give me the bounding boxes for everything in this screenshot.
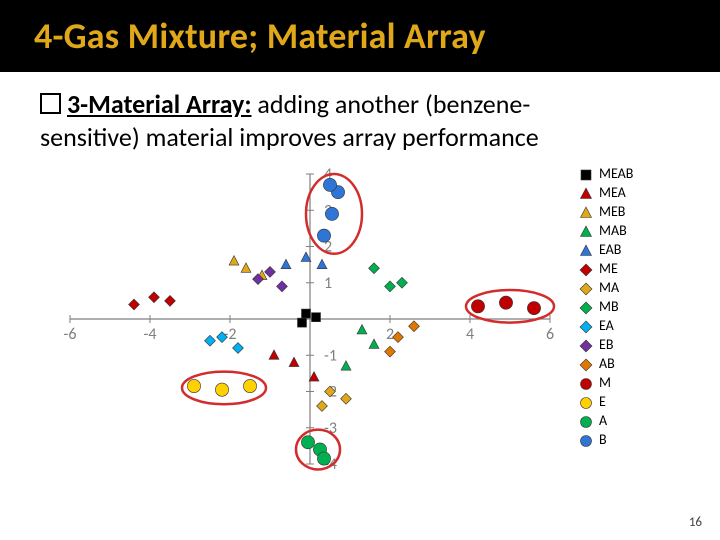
legend-item: MEA [579, 184, 665, 203]
svg-text:-2: -2 [223, 325, 236, 344]
legend-item: E [579, 393, 665, 412]
legend: MEABMEAMEBMABEABMEMAMBEAEBABMEAB [579, 165, 665, 450]
legend-item: AB [579, 355, 665, 374]
svg-text:-6: -6 [63, 325, 76, 344]
legend-label: MB [599, 298, 619, 317]
legend-label: A [599, 412, 607, 431]
legend-item: M [579, 374, 665, 393]
legend-label: M [599, 374, 611, 393]
legend-label: MEAB [599, 165, 633, 184]
svg-text:1: 1 [324, 274, 332, 293]
svg-text:-4: -4 [143, 325, 156, 344]
legend-item: EA [579, 317, 665, 336]
legend-item: MB [579, 298, 665, 317]
legend-label: B [599, 431, 607, 450]
legend-label: MEA [599, 184, 626, 203]
legend-label: MEB [599, 203, 625, 222]
chart-canvas: -6-4-2246-4-3-2-11234 [55, 159, 575, 499]
body-rest-a: adding another (benzene- [252, 88, 531, 120]
legend-item: B [579, 431, 665, 450]
legend-item: ME [579, 260, 665, 279]
scatter-chart: -6-4-2246-4-3-2-11234 MEABMEAMEBMABEABME… [55, 159, 665, 499]
legend-item: EAB [579, 241, 665, 260]
svg-text:4: 4 [466, 325, 474, 344]
lead-text: 3-Material Array: [67, 88, 252, 120]
body-text: 3-Material Array: adding another (benzen… [0, 72, 720, 153]
svg-text:-3: -3 [324, 419, 337, 438]
title-bar: 4-Gas Mixture; Material Array [0, 0, 720, 72]
legend-label: EB [599, 336, 613, 355]
bullet-icon [40, 93, 61, 114]
page-number: 16 [689, 515, 702, 530]
legend-label: EA [599, 317, 614, 336]
legend-label: MA [599, 279, 619, 298]
legend-label: EAB [599, 241, 621, 260]
legend-item: MAB [579, 222, 665, 241]
svg-text:-1: -1 [324, 346, 337, 365]
body-rest-b: sensitive) material improves array perfo… [40, 121, 539, 153]
legend-label: E [599, 393, 606, 412]
svg-text:6: 6 [546, 325, 554, 344]
page-title: 4-Gas Mixture; Material Array [34, 14, 486, 58]
legend-item: EB [579, 336, 665, 355]
legend-label: MAB [599, 222, 627, 241]
legend-label: AB [599, 355, 615, 374]
legend-item: MEAB [579, 165, 665, 184]
svg-text:2: 2 [386, 325, 394, 344]
legend-item: A [579, 412, 665, 431]
legend-item: MA [579, 279, 665, 298]
legend-item: MEB [579, 203, 665, 222]
legend-label: ME [599, 260, 618, 279]
